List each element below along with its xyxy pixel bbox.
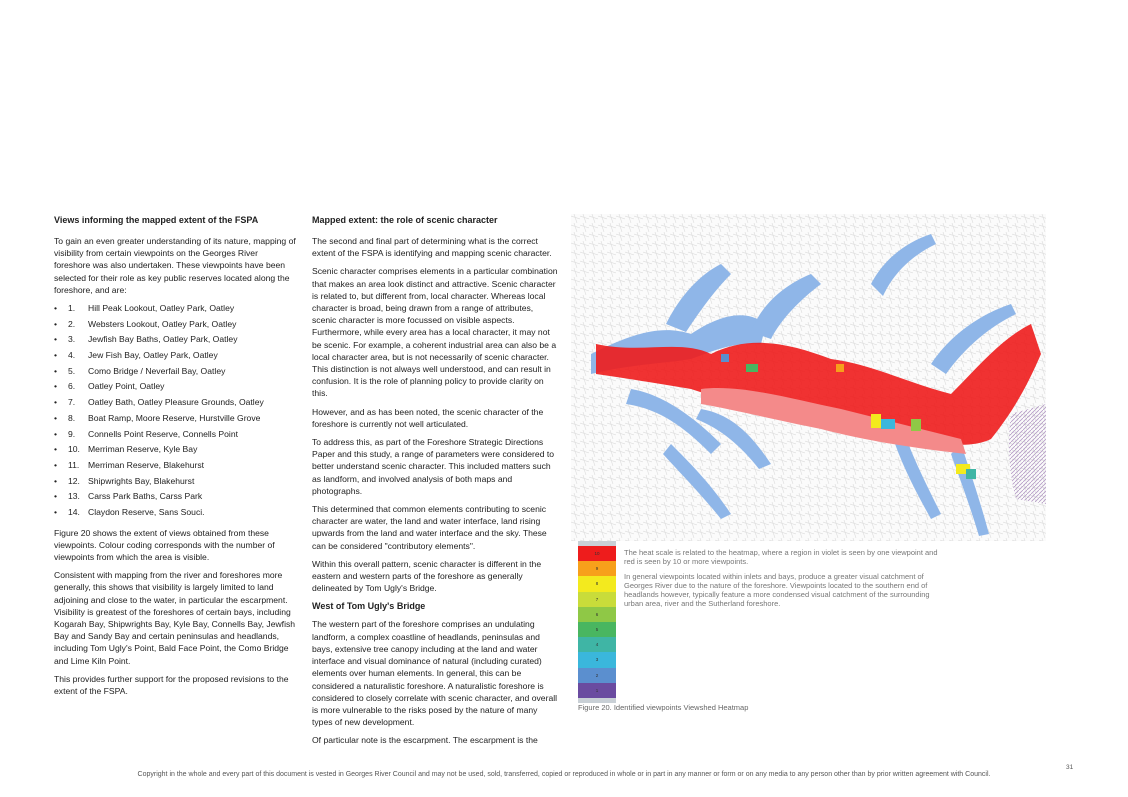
viewpoint-name: Jew Fish Bay, Oatley Park, Oatley bbox=[88, 350, 218, 361]
viewpoint-number: 4. bbox=[68, 350, 76, 361]
viewpoint-name: Claydon Reserve, Sans Souci. bbox=[88, 506, 205, 517]
legend-swatch: 5 bbox=[578, 621, 616, 638]
viewpoint-item: • 7. Oatley Bath, Oatley Pleasure Grounds,… bbox=[54, 396, 296, 412]
legend-top-cap bbox=[578, 541, 616, 546]
copyright-notice: Copyright in the whole and every part of… bbox=[137, 771, 991, 778]
scenic-paragraph-3: However, and as has been noted, the scen… bbox=[312, 406, 544, 429]
legend-text-1: The heat scale is related to the heatmap… bbox=[624, 548, 938, 566]
bullet: • bbox=[54, 459, 58, 470]
legend-swatch: 6 bbox=[578, 606, 616, 622]
viewpoint-name: Shipwrights Bay, Blakehurst bbox=[88, 475, 195, 486]
legend-swatch: 8 bbox=[578, 576, 616, 592]
scenic-paragraph-5: This determined that common elements con… bbox=[312, 504, 547, 551]
viewpoint-number: 13. bbox=[68, 491, 80, 502]
viewpoint-list: • 1. Hill Peak Lookout, Oatley Park, Oatle… bbox=[54, 302, 296, 522]
bullet: • bbox=[54, 381, 58, 392]
bullet: • bbox=[54, 350, 58, 361]
heat-zone-red bbox=[596, 324, 1041, 445]
legend-swatch: 3 bbox=[578, 652, 616, 668]
bullet: • bbox=[54, 397, 58, 408]
views-intro-paragraph: To gain an even greater understanding of… bbox=[54, 236, 296, 295]
viewpoint-name: Jewfish Bay Baths, Oatley Park, Oatley bbox=[88, 334, 238, 345]
viewpoint-item: • 5. Como Bridge / Neverfail Bay, Oatley bbox=[54, 365, 296, 381]
viewpoint-item: • 8. Boat Ramp, Moore Reserve, Hurstville … bbox=[54, 412, 296, 428]
legend-swatch: 2 bbox=[578, 667, 616, 683]
scenic-paragraph-2: Scenic character comprises elements in a… bbox=[312, 266, 558, 399]
heat-scale-legend: 10 9 8 7 6 5 4 3 2 1 bbox=[578, 541, 616, 703]
bullet: • bbox=[54, 303, 58, 314]
viewpoint-number: 14. bbox=[68, 506, 80, 517]
bullet: • bbox=[54, 365, 58, 376]
scenic-paragraph-7: The western part of the foreshore compri… bbox=[312, 619, 558, 728]
viewpoint-item: • 13. Carss Park Baths, Carss Park bbox=[54, 490, 296, 506]
visibility-paragraph: Consistent with mapping from the river a… bbox=[54, 570, 296, 666]
bullet: • bbox=[54, 491, 58, 502]
legend-swatch: 4 bbox=[578, 637, 616, 653]
viewpoint-name: Connells Point Reserve, Connells Point bbox=[88, 428, 238, 439]
viewpoint-name: Websters Lookout, Oatley Park, Oatley bbox=[88, 318, 237, 329]
viewpoint-item: • 3. Jewfish Bay Baths, Oatley Park, Oatle… bbox=[54, 333, 296, 349]
viewpoint-item: • 1. Hill Peak Lookout, Oatley Park, Oatle… bbox=[54, 302, 296, 318]
legend-swatch: 10 bbox=[578, 546, 616, 562]
bullet: • bbox=[54, 334, 58, 345]
viewpoint-item: • 14. Claydon Reserve, Sans Souci. bbox=[54, 506, 296, 522]
bullet: • bbox=[54, 428, 58, 439]
legend-swatch: 7 bbox=[578, 591, 616, 607]
viewpoint-number: 1. bbox=[68, 303, 76, 314]
legend-swatch: 9 bbox=[578, 561, 616, 577]
support-paragraph: This provides further support for the pr… bbox=[54, 673, 289, 697]
subheading-west: West of Tom Ugly's Bridge bbox=[312, 601, 426, 612]
viewpoint-number: 8. bbox=[68, 412, 76, 423]
scenic-paragraph-6: Within this overall pattern, scenic char… bbox=[312, 558, 542, 594]
viewpoint-name: Hill Peak Lookout, Oatley Park, Oatley bbox=[88, 303, 235, 314]
heat-patches bbox=[721, 354, 976, 479]
figure-reference-paragraph: Figure 20 shows the extent of views obta… bbox=[54, 527, 275, 563]
legend-text-2: In general viewpoints located within inl… bbox=[624, 572, 930, 608]
viewpoint-number: 2. bbox=[68, 318, 76, 329]
bullet: • bbox=[54, 412, 58, 423]
column-viewpoints: Views informing the mapped extent of the… bbox=[54, 214, 296, 703]
section-heading-scenic: Mapped extent: the role of scenic charac… bbox=[312, 215, 498, 225]
viewpoint-number: 3. bbox=[68, 334, 76, 345]
viewpoint-item: • 4. Jew Fish Bay, Oatley Park, Oatley bbox=[54, 349, 296, 365]
viewpoint-name: Boat Ramp, Moore Reserve, Hurstville Gro… bbox=[88, 412, 261, 423]
scenic-paragraph-8: Of particular note is the escarpment. Th… bbox=[312, 735, 538, 746]
viewpoint-number: 11. bbox=[68, 459, 80, 470]
figure-caption: Figure 20. Identified viewpoints Viewshe… bbox=[578, 703, 749, 712]
viewpoint-item: • 9. Connells Point Reserve, Connells Poin… bbox=[54, 428, 296, 444]
bullet: • bbox=[54, 444, 58, 455]
viewshed-heatmap bbox=[571, 214, 1046, 541]
viewpoint-name: Oatley Point, Oatley bbox=[88, 381, 165, 392]
viewpoint-name: Merriman Reserve, Blakehurst bbox=[88, 459, 205, 470]
viewpoint-name: Merriman Reserve, Kyle Bay bbox=[88, 444, 198, 455]
viewpoint-item: • 11. Merriman Reserve, Blakehurst bbox=[54, 459, 296, 475]
section-heading-views: Views informing the mapped extent of the… bbox=[54, 215, 259, 225]
viewpoint-number: 5. bbox=[68, 365, 76, 376]
scenic-paragraph-1: The second and final part of determining… bbox=[312, 236, 552, 259]
viewpoint-item: • 2. Websters Lookout, Oatley Park, Oatley bbox=[54, 318, 296, 334]
viewpoint-number: 9. bbox=[68, 428, 76, 439]
scenic-paragraph-4: To address this, as part of the Foreshor… bbox=[312, 437, 555, 496]
viewpoint-name: Carss Park Baths, Carss Park bbox=[88, 491, 203, 502]
legend-swatch: 1 bbox=[578, 682, 616, 698]
viewpoint-number: 7. bbox=[68, 397, 76, 408]
viewpoint-item: • 10. Merriman Reserve, Kyle Bay bbox=[54, 443, 296, 459]
heat-zone-pink bbox=[701, 388, 966, 454]
bullet: • bbox=[54, 318, 58, 329]
viewpoint-number: 6. bbox=[68, 381, 76, 392]
heatmap-svg bbox=[571, 214, 1046, 541]
viewpoint-item: • 6. Oatley Point, Oatley bbox=[54, 380, 296, 396]
viewpoint-item: • 12. Shipwrights Bay, Blakehurst bbox=[54, 475, 296, 491]
page-number: 31 bbox=[1066, 764, 1074, 771]
column-scenic-character: Mapped extent: the role of scenic charac… bbox=[312, 214, 558, 753]
legend-bottom-cap bbox=[578, 697, 616, 703]
viewpoint-number: 12. bbox=[68, 475, 80, 486]
bay-hatched-area bbox=[1008, 404, 1046, 504]
viewpoint-number: 10. bbox=[68, 444, 80, 455]
viewpoint-name: Oatley Bath, Oatley Pleasure Grounds, Oa… bbox=[88, 397, 264, 408]
bullet: • bbox=[54, 506, 58, 517]
viewpoint-name: Como Bridge / Neverfail Bay, Oatley bbox=[88, 365, 226, 376]
bullet: • bbox=[54, 475, 58, 486]
legend-description: The heat scale is related to the heatmap… bbox=[624, 548, 944, 614]
